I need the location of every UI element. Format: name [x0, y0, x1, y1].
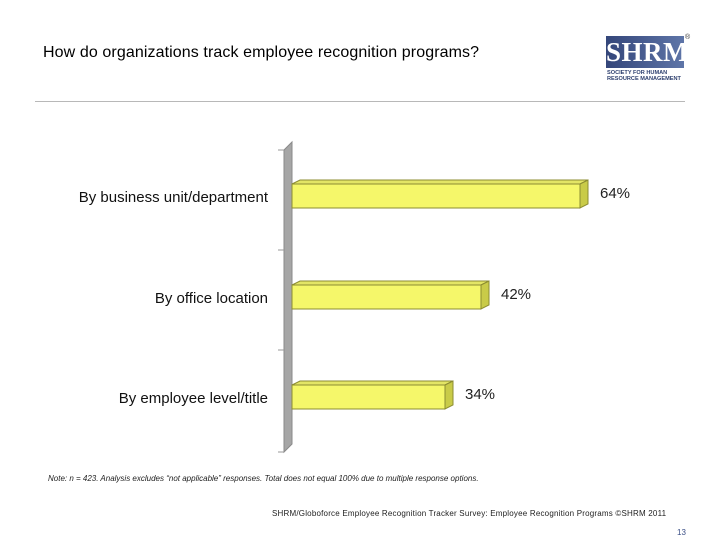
page-number: 13 — [677, 528, 686, 537]
logo-tagline: SOCIETY FOR HUMAN RESOURCE MANAGEMENT — [607, 70, 681, 83]
bar-top-face — [291, 280, 490, 286]
shrm-logo: SHRM ® SOCIETY FOR HUMAN RESOURCE MANAGE… — [606, 34, 691, 86]
category-label: By employee level/title — [119, 390, 268, 407]
bar-top-face — [291, 179, 589, 185]
logo-registered-mark: ® — [685, 34, 691, 41]
bar-end-face — [480, 280, 490, 310]
logo-wordmark: SHRM — [606, 36, 689, 68]
slide-title: How do organizations track employee reco… — [43, 44, 480, 61]
bar — [291, 280, 490, 310]
value-label: 64% — [600, 185, 630, 202]
chart-back-wall — [283, 140, 293, 454]
category-label: By office location — [155, 290, 268, 307]
bar-front-face — [291, 183, 581, 209]
bar — [291, 179, 589, 209]
bar-end-face — [444, 380, 454, 410]
axis-ticks — [278, 149, 284, 453]
value-label: 34% — [465, 386, 495, 403]
back-wall-plane — [283, 140, 293, 454]
bar-front-face — [291, 384, 446, 410]
source-citation: SHRM/Globoforce Employee Recognition Tra… — [272, 509, 667, 518]
category-labels: By business unit/department By office loc… — [79, 189, 269, 407]
category-label: By business unit/department — [79, 189, 269, 206]
footnote: Note: n = 423. Analysis excludes “not ap… — [48, 474, 479, 483]
bar-top-face — [291, 380, 454, 386]
bars — [291, 179, 589, 410]
value-labels: 64% 42% 34% — [465, 185, 630, 403]
bar-front-face — [291, 284, 482, 310]
title-divider — [35, 101, 685, 102]
bar — [291, 380, 454, 410]
value-label: 42% — [501, 286, 531, 303]
bar-end-face — [579, 179, 589, 209]
